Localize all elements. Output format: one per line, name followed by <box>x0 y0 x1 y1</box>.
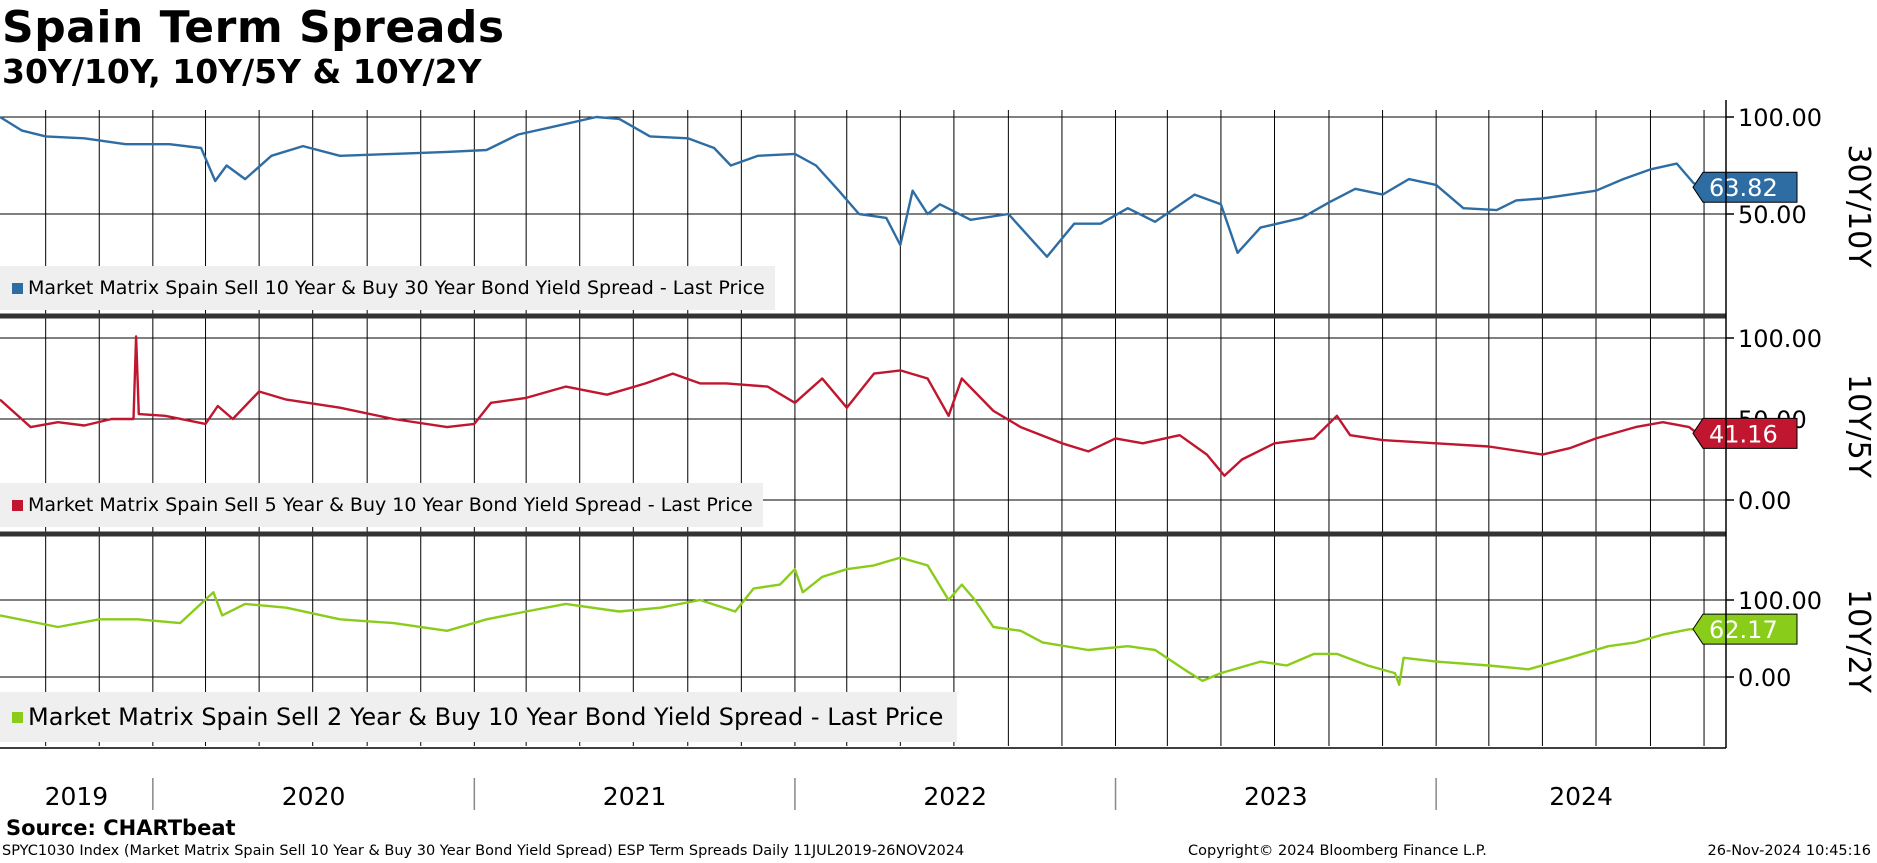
ytick-label-s10y2y-0: 100.00 <box>1738 587 1822 615</box>
last-value-flag-s30y10y <box>1692 171 1798 203</box>
chart-subtitle: 30Y/10Y, 10Y/5Y & 10Y/2Y <box>2 52 482 91</box>
last-value-label-s10y5y: 41.16 <box>1709 420 1778 448</box>
last-value-flag-s10y2y <box>1692 613 1798 645</box>
ytick-label-s30y10y-1: 50.00 <box>1738 201 1807 229</box>
x-year-label-2021: 2021 <box>603 782 667 811</box>
x-year-label-2020: 2020 <box>282 782 346 811</box>
side-label-s10y2y: 10Y/2Y <box>1841 589 1876 694</box>
x-year-label-2022: 2022 <box>923 782 987 811</box>
last-value-label-s30y10y: 63.82 <box>1709 174 1778 202</box>
side-label-s10y5y: 10Y/5Y <box>1841 374 1876 479</box>
legend-label-10y5y: Market Matrix Spain Sell 5 Year & Buy 10… <box>28 494 753 516</box>
side-label-s30y10y: 30Y/10Y <box>1841 144 1876 268</box>
ytick-label-s10y2y-1: 0.00 <box>1738 664 1791 692</box>
x-year-label-2019: 2019 <box>45 782 109 811</box>
chart-title: Spain Term Spreads <box>2 2 505 53</box>
vertical-gridlines <box>45 110 1705 746</box>
legend-swatch-10y2y <box>12 711 23 723</box>
legend-swatch-30y10y <box>12 282 23 294</box>
legend-10y5y: Market Matrix Spain Sell 5 Year & Buy 10… <box>0 483 763 527</box>
ytick-label-s30y10y-0: 100.00 <box>1738 104 1822 132</box>
x-year-label-2023: 2023 <box>1244 782 1308 811</box>
legend-30y10y: Market Matrix Spain Sell 10 Year & Buy 3… <box>0 266 775 310</box>
ytick-label-s10y5y-2: 0.00 <box>1738 487 1791 515</box>
legend-label-30y10y: Market Matrix Spain Sell 10 Year & Buy 3… <box>28 277 765 299</box>
legend-label-10y2y: Market Matrix Spain Sell 2 Year & Buy 10… <box>28 703 944 731</box>
series-line-s30y10y <box>0 115 1727 258</box>
footer-timestamp: 26-Nov-2024 10:45:16 <box>1707 843 1871 859</box>
legend-swatch-10y5y <box>12 499 23 511</box>
panel-s10y2y: 100.00 0.00 62.17 10Y/2Y <box>0 556 1876 694</box>
last-value-flag-s10y5y <box>1692 417 1798 449</box>
ytick-label-s10y5y-0: 100.00 <box>1738 325 1822 353</box>
last-value-label-s10y2y: 62.17 <box>1709 616 1778 644</box>
x-year-label-2024: 2024 <box>1549 782 1613 811</box>
source-note: Source: CHARTbeat <box>6 816 236 840</box>
legend-10y2y: Market Matrix Spain Sell 2 Year & Buy 10… <box>0 692 958 742</box>
series-line-s10y5y <box>0 335 1727 477</box>
footer-index-description: SPYC1030 Index (Market Matrix Spain Sell… <box>2 843 965 859</box>
series-line-s10y2y <box>0 556 1727 686</box>
footer-copyright: Copyright© 2024 Bloomberg Finance L.P. <box>1188 843 1487 859</box>
